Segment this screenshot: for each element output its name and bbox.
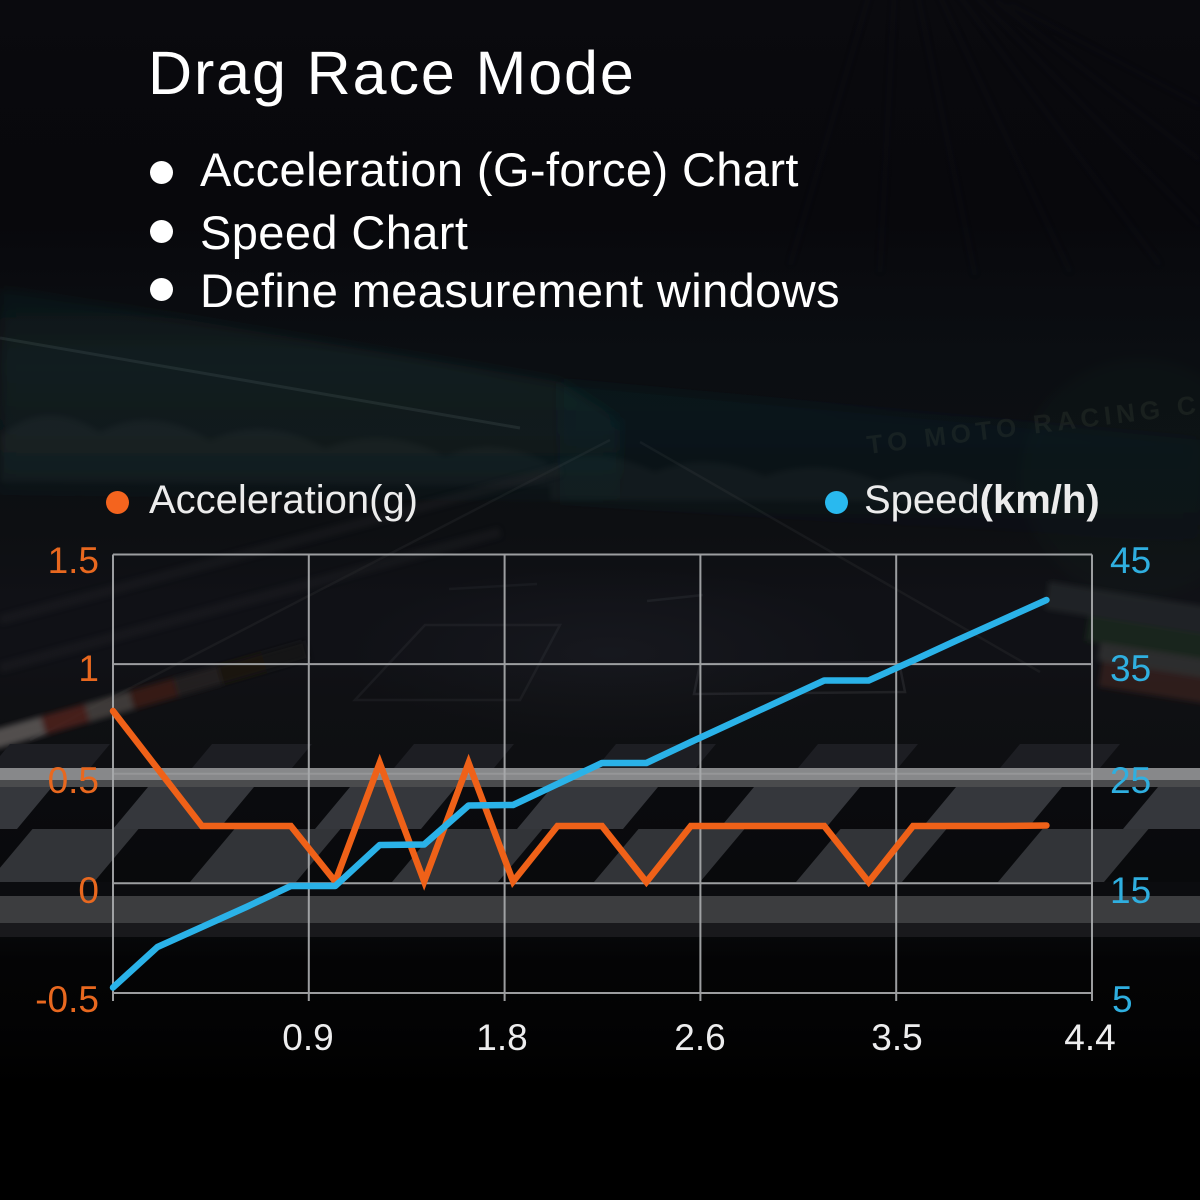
svg-text:5: 5 (1112, 979, 1133, 1020)
svg-text:-0.5: -0.5 (35, 979, 99, 1020)
svg-text:15: 15 (1110, 870, 1151, 911)
svg-text:1: 1 (78, 648, 99, 689)
svg-text:0.9: 0.9 (282, 1017, 333, 1058)
svg-text:0: 0 (78, 870, 99, 911)
svg-text:45: 45 (1110, 540, 1151, 581)
svg-text:35: 35 (1110, 648, 1151, 689)
svg-text:1.8: 1.8 (476, 1017, 527, 1058)
svg-text:0.5: 0.5 (48, 760, 99, 801)
svg-text:1.5: 1.5 (48, 540, 99, 581)
svg-text:2.6: 2.6 (674, 1017, 725, 1058)
svg-text:3.5: 3.5 (871, 1017, 922, 1058)
svg-text:4.4: 4.4 (1064, 1017, 1115, 1058)
svg-text:25: 25 (1110, 760, 1151, 801)
